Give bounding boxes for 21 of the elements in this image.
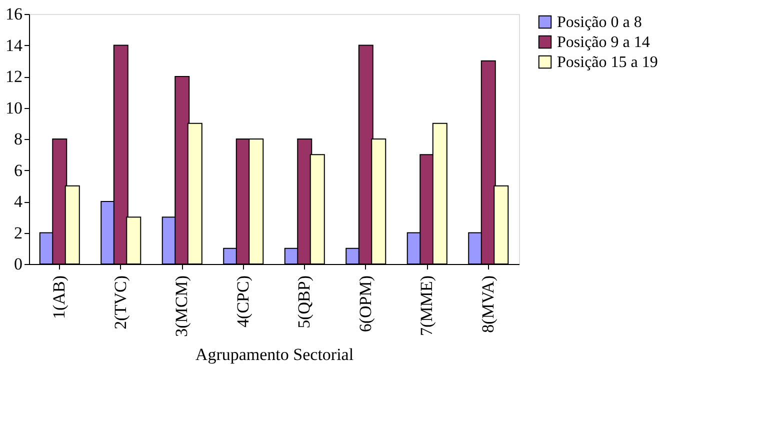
y-tick-label: 16 [6,4,22,24]
x-tick-label: 8(MVA) [478,276,498,333]
x-tick-label: 3(MCM) [172,276,192,337]
y-tick-label: 2 [14,223,22,242]
x-tick-label: 1(AB) [50,276,69,319]
x-tick-label: 7(MME) [417,276,436,336]
y-tick-label: 10 [6,98,22,118]
legend-label: Posição 15 a 19 [557,54,658,71]
x-tick-label: 6(OPM) [356,276,375,332]
y-tick-label: 6 [14,160,22,180]
y-tick-label: 12 [6,67,22,86]
x-tick-label: 4(CPC) [233,276,252,328]
x-tick-label: 5(QBP) [294,276,314,328]
x-axis-title: Agrupamento Sectorial [195,344,354,364]
legend-label: Posição 9 a 14 [557,34,650,51]
y-tick-label: 4 [14,192,23,211]
y-tick-label: 0 [14,254,22,274]
y-tick-label: 8 [14,130,22,148]
y-tick-label: 14 [6,36,23,55]
legend-label: Posição 0 a 8 [557,14,642,31]
x-tick-label: 2(TVC) [110,276,130,330]
